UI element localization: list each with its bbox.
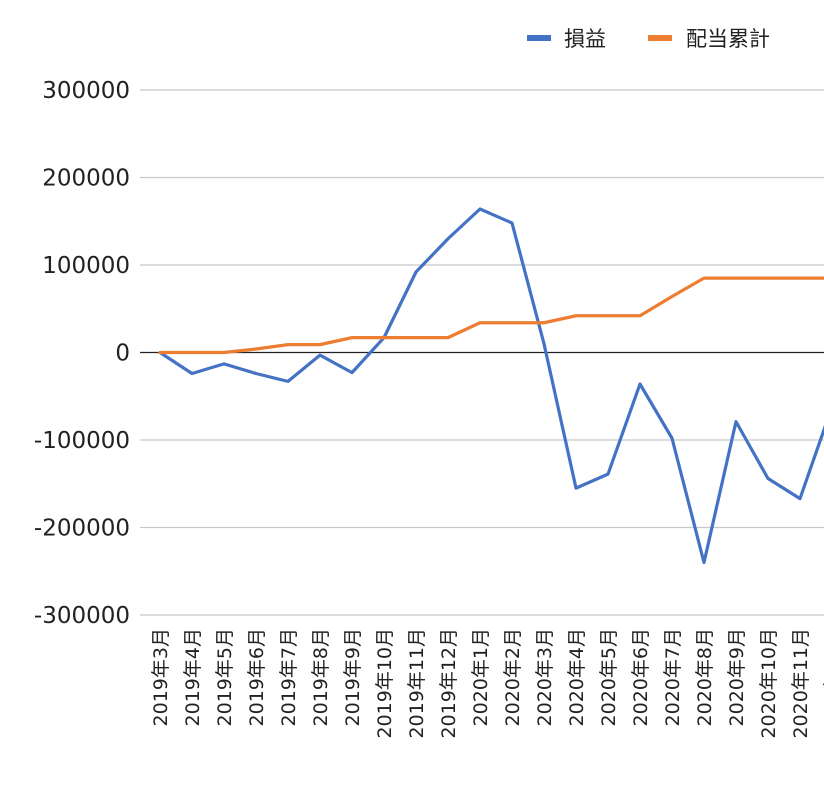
x-tick-label: 2020年6月 <box>630 628 652 726</box>
x-tick-label: 2020年12月 <box>822 628 824 739</box>
x-axis-tick-labels: 2019年3月 2019年4月 2019年5月 2019年6月 2019年7月 2019年… <box>150 628 824 739</box>
y-tick-label: 0 <box>115 341 130 367</box>
series-line-0 <box>158 207 824 565</box>
y-tick-label: 100000 <box>42 253 130 279</box>
y-axis-tick-labels: 300000 200000 100000 0 -100000 -200000 -300000 <box>34 78 130 629</box>
x-tick-label: 2019年5月 <box>214 628 236 726</box>
y-tick-label: -200000 <box>34 516 130 542</box>
y-tick-label: -100000 <box>34 428 130 454</box>
x-tick-label: 2020年4月 <box>566 628 588 726</box>
series-line-1 <box>158 276 824 355</box>
x-tick-label: 2019年8月 <box>310 628 332 726</box>
x-tick-label: 2019年9月 <box>342 628 364 726</box>
x-tick-label: 2019年12月 <box>438 628 460 739</box>
x-tick-label: 2020年10月 <box>758 628 780 739</box>
x-tick-label: 2019年6月 <box>246 628 268 726</box>
x-tick-label: 2020年2月 <box>502 628 524 726</box>
x-tick-label: 2020年7月 <box>662 628 684 726</box>
x-tick-label: 2019年3月 <box>150 628 172 726</box>
series-lines <box>158 207 824 565</box>
x-tick-label: 2020年8月 <box>694 628 716 726</box>
x-tick-label: 2020年5月 <box>598 628 620 726</box>
x-tick-label: 2019年4月 <box>182 628 204 726</box>
x-tick-label: 2019年10月 <box>374 628 396 739</box>
x-tick-label: 2020年1月 <box>470 628 492 726</box>
y-tick-label: 200000 <box>42 166 130 192</box>
legend-label-profit: 損益 <box>564 27 606 51</box>
gridlines <box>140 89 824 616</box>
y-tick-label: -300000 <box>34 603 130 629</box>
y-tick-label: 300000 <box>42 78 130 104</box>
x-tick-label: 2019年7月 <box>278 628 300 726</box>
legend-swatch-dividend-total <box>648 35 672 41</box>
legend-swatch-profit <box>527 35 551 41</box>
x-tick-label: 2020年11月 <box>790 628 812 739</box>
x-tick-label: 2020年3月 <box>534 628 556 726</box>
x-tick-label: 2019年11月 <box>406 628 428 739</box>
legend: 損益 配当累計 <box>527 27 770 51</box>
legend-label-dividend-total: 配当累計 <box>686 27 770 51</box>
x-tick-label: 2020年9月 <box>726 628 748 726</box>
